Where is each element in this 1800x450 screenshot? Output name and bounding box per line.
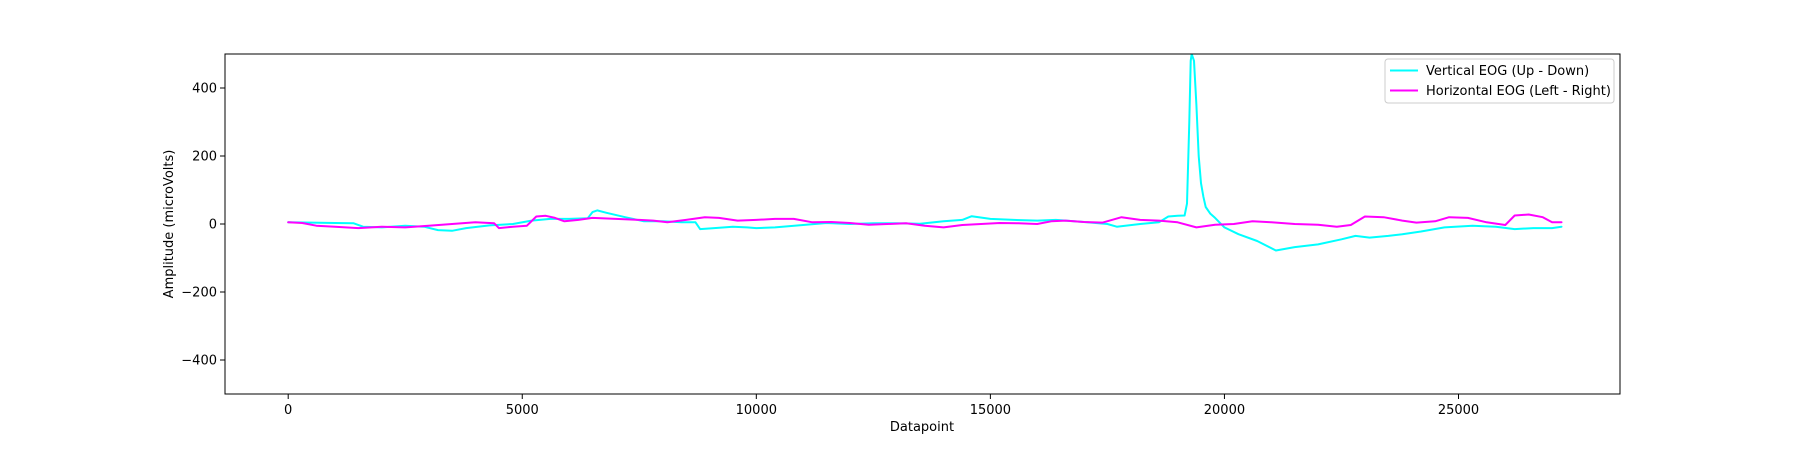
y-tick-label: −200	[181, 286, 217, 301]
legend-box	[1384, 58, 1615, 104]
series-line-horizontal-eog	[287, 213, 1563, 230]
x-tick-label: 0	[284, 403, 292, 418]
y-tick-label: −400	[181, 354, 217, 369]
y-axis-label: Amplitude (microVolts)	[162, 150, 177, 299]
y-tick-label: 400	[192, 82, 217, 97]
x-tick-label: 20000	[1204, 403, 1245, 418]
legend-label-horizontal-eog: Horizontal EOG (Left - Right)	[1426, 84, 1611, 99]
y-tick-label: 0	[209, 218, 217, 233]
x-tick-label: 10000	[736, 403, 777, 418]
series-line-vertical-eog	[287, 54, 1563, 252]
plot-frame	[224, 53, 1621, 395]
x-tick-label: 25000	[1438, 403, 1479, 418]
x-tick-label: 15000	[970, 403, 1011, 418]
series-layer	[287, 54, 1563, 252]
legend: Vertical EOG (Up - Down) Horizontal EOG …	[1384, 58, 1615, 104]
x-axis-label: Datapoint	[890, 420, 954, 435]
x-axis-ticks: 0 5000 10000 15000 20000 25000	[284, 394, 1479, 418]
legend-label-vertical-eog: Vertical EOG (Up - Down)	[1426, 64, 1589, 79]
y-tick-label: 200	[192, 150, 217, 165]
y-axis-ticks: −400 −200 0 200 400	[181, 82, 225, 369]
x-tick-label: 5000	[506, 403, 539, 418]
